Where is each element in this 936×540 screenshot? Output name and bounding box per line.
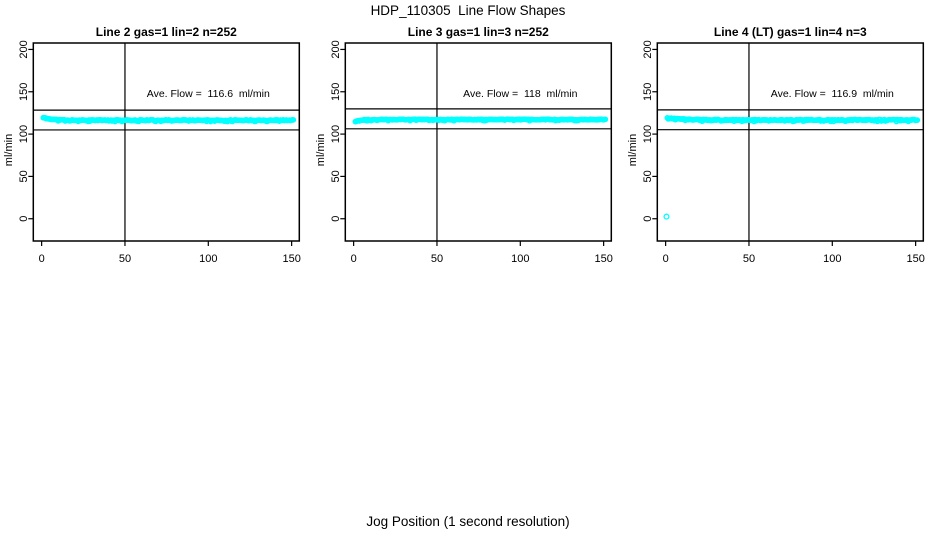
plot-panel-line4: Line 4 (LT) gas=1 lin=4 n=3 Ave. Flow = … [624, 0, 936, 270]
y-tick-label: 100 [330, 125, 342, 143]
y-tick-label: 100 [642, 125, 654, 143]
ave-flow-annotation: Ave. Flow = 118 ml/min [463, 88, 577, 100]
y-tick-label: 150 [18, 83, 30, 101]
plot-box [344, 42, 613, 242]
x-tick-label: 50 [743, 253, 755, 265]
page-title: HDP_110305 Line Flow Shapes [370, 3, 566, 18]
x-tick-label: 0 [351, 253, 357, 265]
x-tick-label: 150 [282, 253, 300, 265]
x-tick-label: 50 [431, 253, 443, 265]
x-tick-label: 0 [663, 253, 669, 265]
y-tick-label: 100 [18, 125, 30, 143]
axes-and-data: 0 50 100 150 0 50 100 150 200 [642, 40, 925, 265]
axis-ticks: 0 50 100 150 0 50 100 150 200 [330, 40, 613, 265]
data-points [40, 114, 297, 125]
panel-title: Line 2 gas=1 lin=2 n=252 [96, 25, 237, 39]
plot-box [656, 42, 925, 242]
x-axis-title: Jog Position (1 second resolution) [366, 514, 570, 529]
y-tick-label: 50 [18, 170, 30, 182]
data-points [352, 116, 609, 125]
axes-and-data: 0 50 100 150 0 50 100 150 200 [18, 40, 301, 265]
y-tick-label: 150 [642, 83, 654, 101]
y-tick-label: 200 [18, 40, 30, 58]
x-tick-label: 50 [119, 253, 131, 265]
plot-canvas-line3: Line 3 gas=1 lin=3 n=252 Ave. Flow = 118… [315, 25, 613, 265]
reference-lines [33, 43, 300, 241]
y-axis-label: ml/min [3, 134, 15, 166]
plot-panel-line3: Line 3 gas=1 lin=3 n=252 Ave. Flow = 118… [312, 0, 624, 270]
axis-ticks: 0 50 100 150 0 50 100 150 200 [642, 40, 925, 265]
axis-ticks: 0 50 100 150 0 50 100 150 200 [18, 40, 301, 265]
y-tick-label: 50 [330, 170, 342, 182]
ave-flow-annotation: Ave. Flow = 116.9 ml/min [771, 88, 894, 100]
y-tick-label: 150 [330, 83, 342, 101]
x-tick-label: 150 [906, 253, 924, 265]
plot-canvas-line2: Line 2 gas=1 lin=2 n=252 Ave. Flow = 116… [3, 25, 301, 265]
panel-title: Line 3 gas=1 lin=3 n=252 [408, 25, 549, 39]
data-points [663, 115, 921, 220]
panel-title: Line 4 (LT) gas=1 lin=4 n=3 [714, 25, 867, 39]
y-tick-label: 0 [642, 216, 654, 222]
plot-panel-line2: Line 2 gas=1 lin=2 n=252 Ave. Flow = 116… [0, 0, 312, 270]
y-tick-label: 0 [330, 216, 342, 222]
ave-flow-annotation: Ave. Flow = 116.6 ml/min [147, 88, 270, 100]
y-tick-label: 50 [642, 170, 654, 182]
y-tick-label: 200 [642, 40, 654, 58]
x-tick-label: 150 [594, 253, 612, 265]
y-axis-label: ml/min [315, 134, 327, 166]
plot-canvas-line4: Line 4 (LT) gas=1 lin=4 n=3 Ave. Flow = … [627, 25, 925, 265]
axes-and-data: 0 50 100 150 0 50 100 150 200 [330, 40, 613, 265]
plot-box [32, 42, 301, 242]
reference-lines [345, 43, 612, 241]
y-tick-label: 0 [18, 216, 30, 222]
x-tick-label: 0 [39, 253, 45, 265]
y-tick-label: 200 [330, 40, 342, 58]
y-axis-label: ml/min [627, 134, 639, 166]
x-tick-label: 100 [823, 253, 841, 265]
x-tick-label: 100 [199, 253, 217, 265]
x-tick-label: 100 [511, 253, 529, 265]
reference-lines [657, 43, 924, 241]
outlier-point [663, 213, 670, 220]
